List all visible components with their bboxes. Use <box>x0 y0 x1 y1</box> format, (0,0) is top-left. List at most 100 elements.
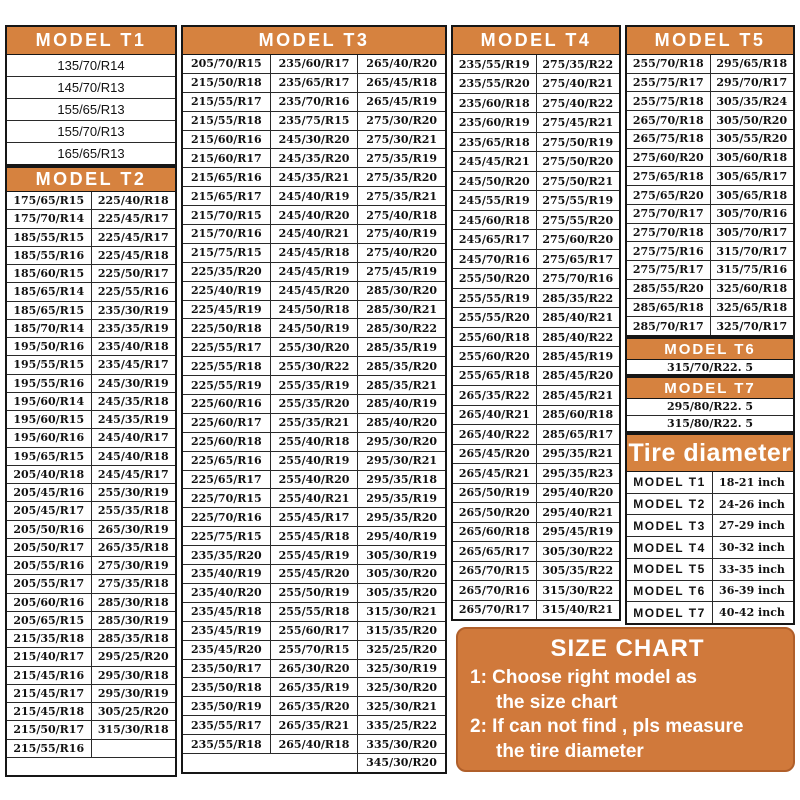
table-row: 245/50/R20 275/50/R21 <box>453 170 620 191</box>
tire-size-cell: 245/40/R17 <box>90 429 176 447</box>
tire-size-cell: 275/70/R16 <box>535 269 620 288</box>
tire-size-cell: 225/70/R15 <box>190 491 262 505</box>
tire-size-cell: 225/55/R18 <box>190 359 262 373</box>
tire-size-cell: 255/35/R19 <box>269 376 358 395</box>
tire-size-cell: 235/55/R20 <box>458 77 530 91</box>
table-row: 215/45/R18 305/25/R20 <box>7 702 175 721</box>
tire-size-cell: 275/45/R21 <box>535 113 620 132</box>
table-row: 275/65/R18 305/65/R17 <box>627 166 794 186</box>
table-row: MODEL T1 18-21 inch <box>627 472 793 493</box>
tire-size-cell: 275/70/R17 <box>632 207 704 221</box>
table-row: 225/45/R19 245/50/R18 285/30/R21 <box>183 299 445 319</box>
tire-size-cell: 285/30/R19 <box>90 611 176 629</box>
tire-size-cell <box>7 758 175 775</box>
table-row: 165/65/R13 <box>7 142 175 164</box>
tire-size-cell: 225/60/R18 <box>190 435 262 449</box>
table-row: 265/70/R15 305/35/R22 <box>453 560 619 581</box>
table-row: 235/55/R18 265/40/R18 335/30/R20 <box>183 734 445 753</box>
table-row: 235/45/R20 255/70/R15 325/25/R20 <box>183 639 445 659</box>
tire-size-cell: 175/65/R15 <box>13 194 85 208</box>
table-row: 185/55/R16 225/45/R18 <box>7 245 175 264</box>
table-row: 315/80/R22. 5 <box>627 414 793 432</box>
tire-size-cell: 205/70/R15 <box>190 57 262 71</box>
tire-size-cell: 235/50/R17 <box>190 661 262 675</box>
table-row: 285/55/R20 325/60/R18 <box>627 278 793 298</box>
tire-size-cell: 275/50/R21 <box>535 171 620 191</box>
table-row: 275/75/R17 315/75/R16 <box>627 260 793 279</box>
tire-size-cell: 225/65/R17 <box>190 473 262 487</box>
tire-size-cell: 18-21 inch <box>712 472 793 493</box>
tire-size-cell: 265/50/R19 <box>458 486 530 500</box>
tire-size-cell: 255/75/R18 <box>632 94 704 108</box>
table-row: 195/60/R14 245/35/R18 <box>7 391 175 410</box>
tire-size-cell: 235/50/R19 <box>190 699 262 713</box>
tire-size-cell: 33-35 inch <box>712 558 793 580</box>
tire-size-cell: 235/55/R18 <box>190 737 262 751</box>
tire-size-cell: 155/70/R13 <box>57 124 125 139</box>
tire-size-cell: 325/30/R19 <box>357 659 445 678</box>
tire-size-cell: 215/75/R15 <box>190 246 262 260</box>
tire-size-cell: 285/30/R21 <box>357 300 445 319</box>
tire-size-cell: 215/60/R17 <box>190 151 262 165</box>
table-row: 205/50/R16 265/30/R19 <box>7 519 175 538</box>
tire-size-cell: 285/45/R21 <box>535 386 620 405</box>
table-row: 235/50/R17 265/30/R20 325/30/R19 <box>183 658 445 678</box>
tire-size-cell: 305/65/R17 <box>709 167 794 186</box>
size-chart-line: the size chart <box>496 691 618 713</box>
table-row: 205/55/R16 275/30/R19 <box>7 556 175 575</box>
tire-size-cell: 225/60/R17 <box>190 416 262 430</box>
tire-size-cell: 225/65/R16 <box>190 454 262 468</box>
tire-size-cell: 255/30/R20 <box>269 338 358 357</box>
table-row: 265/35/R22 285/45/R21 <box>453 385 620 405</box>
table-row: 265/50/R19 295/40/R20 <box>453 482 619 503</box>
tire-size-cell: 345/30/R20 <box>357 753 445 772</box>
tire-size-cell: 235/45/R17 <box>90 356 176 374</box>
tire-size-cell: 275/40/R21 <box>535 74 620 93</box>
table-row: 225/70/R15 255/40/R21 295/35/R19 <box>183 488 445 508</box>
table-row: 245/65/R17 275/60/R20 <box>453 229 619 249</box>
model-t6-rows: 315/70/R22. 5 <box>627 360 793 374</box>
table-row: 205/55/R17 275/35/R18 <box>7 574 175 593</box>
table-row: 225/55/R17 255/30/R20 285/35/R19 <box>183 337 445 357</box>
tire-size-cell: 285/30/R18 <box>90 593 176 611</box>
table-row: 345/30/R20 <box>183 752 445 772</box>
tire-size-cell: 215/50/R17 <box>13 723 85 737</box>
tire-size-cell: 305/35/R24 <box>709 92 794 111</box>
tire-size-cell: 235/40/R19 <box>190 567 262 581</box>
table-row: 275/70/R18 305/70/R17 <box>627 222 793 242</box>
tire-size-cell: 315/30/R21 <box>357 602 445 621</box>
table-row: 235/40/R19 255/45/R20 305/30/R20 <box>183 564 445 583</box>
table-row: 235/45/R19 255/60/R17 315/35/R20 <box>183 620 445 640</box>
table-row: 255/60/R20 285/45/R19 <box>453 346 619 366</box>
tire-size-cell: 255/45/R17 <box>269 508 358 527</box>
tire-size-cell: 265/30/R20 <box>269 659 358 678</box>
tire-size-cell: 205/60/R16 <box>13 595 85 609</box>
tire-size-cell: 265/35/R18 <box>90 538 176 556</box>
table-row: 225/35/R20 245/45/R19 275/45/R19 <box>183 261 445 281</box>
tire-size-cell: 195/55/R15 <box>13 358 85 372</box>
table-row: 205/40/R18 245/45/R17 <box>7 464 175 483</box>
tire-size-cell: 245/35/R20 <box>269 149 358 168</box>
tire-size-cell: 315/30/R18 <box>90 721 176 739</box>
tire-size-cell: 215/70/R15 <box>190 208 262 222</box>
table-row: 215/55/R17 235/70/R16 265/45/R19 <box>183 91 445 111</box>
tire-size-cell: 205/40/R18 <box>13 467 85 481</box>
tire-size-cell: 265/40/R20 <box>357 55 445 73</box>
table-row: MODEL T4 30-32 inch <box>627 536 793 558</box>
tire-size-cell: 245/40/R20 <box>269 206 358 225</box>
table-row: 255/55/R20 285/40/R21 <box>453 307 619 327</box>
table-row: 205/70/R15 235/60/R17 265/40/R20 <box>183 55 445 73</box>
table-row: 195/65/R15 245/40/R18 <box>7 446 175 465</box>
tire-size-cell: 285/35/R19 <box>357 338 445 357</box>
model-t1-rows: 135/70/R14 145/70/R13 155/65/R13 155/70/R13… <box>7 55 175 164</box>
table-row: 225/75/R15 255/45/R18 295/40/R19 <box>183 526 445 546</box>
tire-size-cell: 235/45/R19 <box>190 624 262 638</box>
tire-size-cell: 265/60/R18 <box>458 525 530 539</box>
table-row: 175/70/R14 225/45/R17 <box>7 209 175 228</box>
tire-diameter-rows: MODEL T1 18-21 inch MODEL T2 24-26 inch MODE… <box>627 472 793 624</box>
tire-size-cell: 275/70/R18 <box>632 225 704 239</box>
tire-size-cell: 255/60/R17 <box>269 621 358 640</box>
tire-size-cell: 285/65/R17 <box>535 425 620 444</box>
table-row: 255/50/R20 275/70/R16 <box>453 268 620 288</box>
table-row: 235/60/R19 275/45/R21 <box>453 112 620 132</box>
